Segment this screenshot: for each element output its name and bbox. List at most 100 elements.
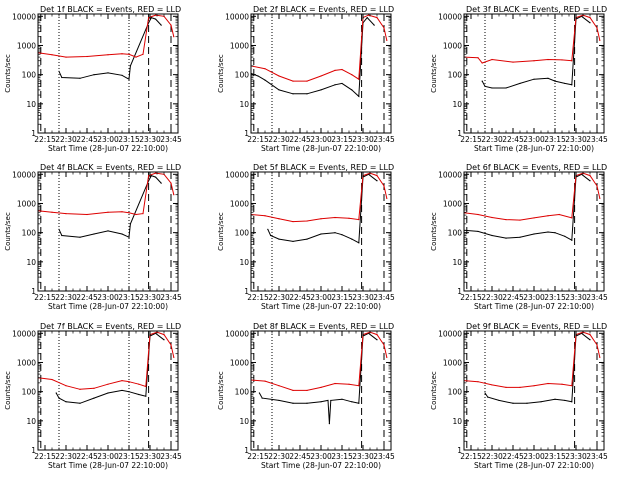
series-lld-point <box>135 56 137 58</box>
y-axis-label: Counts/sec <box>217 54 225 93</box>
series-lld-point <box>264 68 266 70</box>
series-events-point <box>320 401 322 403</box>
panel-title: Det 6f BLACK = Events, RED = LLD <box>466 163 607 172</box>
series-lld-point <box>51 378 53 381</box>
series-lld-point <box>351 74 353 76</box>
series-lld-point <box>571 385 573 387</box>
series-events-point <box>320 233 322 235</box>
series-lld-point <box>173 194 175 196</box>
plot-area <box>464 172 601 291</box>
series-events-point <box>351 401 353 403</box>
x-tick-label: 22:15 <box>34 135 56 144</box>
x-tick-label: 22:45 <box>289 293 311 302</box>
panel-title: Det 3f BLACK = Events, RED = LLD <box>466 5 607 14</box>
panel-7: Det 7f BLACK = Events, RED = LLD 1 10 100 10… <box>4 322 182 470</box>
series-events-point <box>547 231 549 233</box>
series-events-point <box>150 17 152 19</box>
series-events-point <box>79 402 81 404</box>
panel-title: Det 8f BLACK = Events, RED = LLD <box>253 322 394 331</box>
x-tick-label: 22:45 <box>76 135 98 144</box>
series-events-point <box>366 17 368 19</box>
series-lld-point <box>383 185 385 187</box>
y-tick-label: 100 <box>448 388 463 397</box>
y-tick-label: 100 <box>235 229 250 238</box>
plot-area <box>38 14 175 133</box>
y-tick-label: 10 <box>452 100 462 109</box>
series-events-point <box>150 175 152 177</box>
x-tick-label: 23:30 <box>352 293 374 302</box>
y-tick-label: 1 <box>244 129 249 138</box>
series-events-point <box>107 392 109 394</box>
x-tick-label: 23:30 <box>565 135 587 144</box>
panel-title: Det 1f BLACK = Events, RED = LLD <box>40 5 181 14</box>
series-lld-point <box>334 216 336 219</box>
series-events-point <box>267 228 269 230</box>
series-lld-point <box>477 381 479 383</box>
series-lld-point <box>320 218 322 220</box>
x-tick-label: 22:45 <box>76 293 98 302</box>
panel-2: Det 2f BLACK = Events, RED = LLD 1 10 100 10… <box>217 5 395 153</box>
series-events-point <box>481 80 483 82</box>
x-axis-label: Start Time (28-Jun-07 22:10:00) <box>48 302 168 311</box>
series-events-point <box>487 396 489 398</box>
plot-area <box>464 14 601 133</box>
series-lld-point <box>533 217 535 219</box>
series-events-point <box>93 74 95 76</box>
plot-frame <box>463 330 605 451</box>
series-lld-point <box>79 388 81 390</box>
series-lld-point <box>121 53 123 55</box>
x-axis-label: Start Time (28-Jun-07 22:10:00) <box>261 461 381 470</box>
series-events-point <box>564 82 566 85</box>
series-lld-point <box>348 383 350 385</box>
x-tick-label: 22:45 <box>76 452 98 461</box>
x-tick-label: 23:45 <box>160 135 182 144</box>
x-tick-label: 22:15 <box>460 135 482 144</box>
x-tick-label: 23:45 <box>160 452 182 461</box>
y-tick-label: 1 <box>31 446 36 455</box>
series-lld-point <box>519 386 521 388</box>
x-tick-label: 22:15 <box>460 293 482 302</box>
series-events-point <box>526 402 528 404</box>
series-events-point <box>258 392 260 394</box>
series-events-point <box>327 399 329 402</box>
series-lld-point <box>65 212 67 215</box>
series-lld-point <box>599 356 601 358</box>
series-lld-point <box>107 54 109 56</box>
x-tick-label: 22:45 <box>289 135 311 144</box>
series-events-point <box>351 238 353 240</box>
series-lld-point <box>86 213 88 216</box>
y-tick-label: 1000 <box>17 41 36 50</box>
x-tick-label: 23:30 <box>352 135 374 144</box>
x-axis-label: Start Time (28-Jun-07 22:10:00) <box>474 461 594 470</box>
series-lld-point <box>481 62 483 64</box>
x-tick-label: 22:15 <box>247 135 269 144</box>
series-events-point <box>571 401 573 403</box>
series-lld-point <box>51 211 53 213</box>
x-tick-label: 22:30 <box>481 452 503 461</box>
panel-title: Det 4f BLACK = Events, RED = LLD <box>40 163 181 172</box>
series-lld-point <box>358 385 360 387</box>
plot-frame <box>37 330 179 451</box>
x-tick-label: 22:15 <box>34 452 56 461</box>
series-events-point <box>107 72 109 74</box>
series-events-point <box>58 397 60 399</box>
series-lld-point <box>107 383 109 385</box>
y-tick-label: 100 <box>235 388 250 397</box>
series-events-point <box>484 392 486 394</box>
panel-3: Det 3f BLACK = Events, RED = LLD 1 10 100 10… <box>430 5 608 153</box>
series-lld-point <box>589 334 591 336</box>
x-tick-label: 23:45 <box>586 452 608 461</box>
series-lld-point <box>135 213 137 216</box>
series-events-line <box>58 174 162 238</box>
x-tick-label: 23:45 <box>586 293 608 302</box>
series-lld-point <box>547 382 549 385</box>
plot-frame <box>250 13 392 134</box>
series-events-point <box>341 82 343 85</box>
series-lld-point <box>334 382 336 385</box>
series-lld-line <box>38 172 175 216</box>
y-axis-label: Counts/sec <box>430 54 438 93</box>
panel-title: Det 9f BLACK = Events, RED = LLD <box>466 322 607 331</box>
y-tick-label: 10000 <box>225 170 249 179</box>
series-lld-point <box>292 220 294 223</box>
series-events-point <box>264 79 266 81</box>
